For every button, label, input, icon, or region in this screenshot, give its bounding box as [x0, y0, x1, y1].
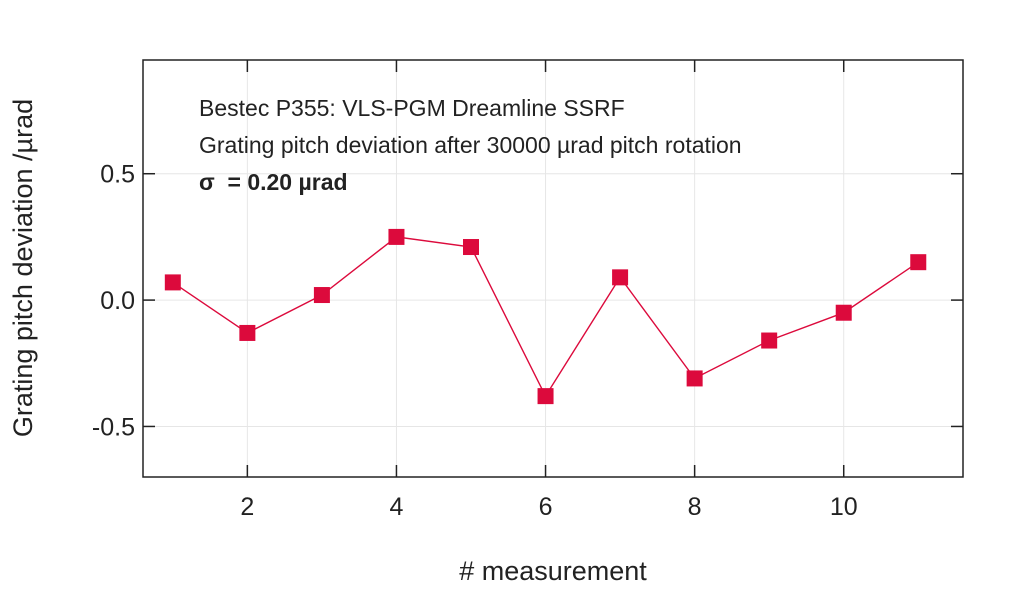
- data-point-marker: [239, 324, 256, 341]
- annotation-sigma: σ = 0.20 µrad: [199, 169, 348, 195]
- y-axis-title: Grating pitch deviation /µrad: [8, 99, 38, 437]
- data-point-marker: [313, 287, 330, 304]
- ticks: 2 4 6 8 10 -0.5 0.0 0.5: [92, 60, 963, 521]
- grid: [143, 60, 963, 477]
- data-point-marker: [164, 274, 181, 291]
- data-point-marker: [761, 332, 778, 349]
- data-point-marker: [388, 228, 405, 245]
- y-tick-label: 0.0: [100, 287, 135, 315]
- plot-frame: [142, 59, 964, 478]
- y-tick-label: 0.5: [100, 161, 135, 189]
- data-point-marker: [463, 239, 479, 256]
- annotation-instrument: Bestec P355: VLS-PGM Dreamline SSRF: [199, 95, 625, 121]
- x-axis-title: # measurement: [459, 556, 647, 586]
- data-point-marker: [910, 254, 927, 271]
- x-tick-label: 2: [240, 493, 254, 521]
- data-point-marker: [835, 304, 852, 321]
- x-tick-label: 8: [688, 493, 702, 521]
- series: [164, 228, 927, 405]
- x-tick-label: 6: [539, 493, 553, 521]
- x-tick-label: 10: [830, 493, 858, 521]
- data-point-marker: [537, 388, 554, 405]
- annotation-description: Grating pitch deviation after 30000 µrad…: [199, 132, 742, 158]
- x-tick-label: 4: [390, 493, 404, 521]
- y-tick-label: -0.5: [92, 413, 135, 441]
- data-point-marker: [612, 269, 629, 286]
- data-point-marker: [686, 370, 703, 387]
